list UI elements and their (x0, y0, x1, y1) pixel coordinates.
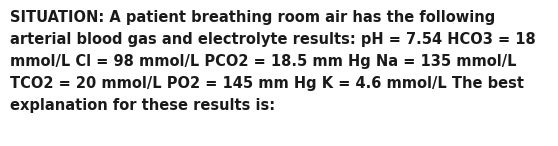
Text: mmol/L Cl = 98 mmol/L PCO2 = 18.5 mm Hg Na = 135 mmol/L: mmol/L Cl = 98 mmol/L PCO2 = 18.5 mm Hg … (10, 54, 517, 69)
Text: TCO2 = 20 mmol/L PO2 = 145 mm Hg K = 4.6 mmol/L The best: TCO2 = 20 mmol/L PO2 = 145 mm Hg K = 4.6… (10, 76, 524, 91)
Text: arterial blood gas and electrolyte results: pH = 7.54 HCO3 = 18: arterial blood gas and electrolyte resul… (10, 32, 536, 47)
Text: explanation for these results is:: explanation for these results is: (10, 98, 275, 113)
Text: SITUATION: A patient breathing room air has the following: SITUATION: A patient breathing room air … (10, 10, 496, 25)
